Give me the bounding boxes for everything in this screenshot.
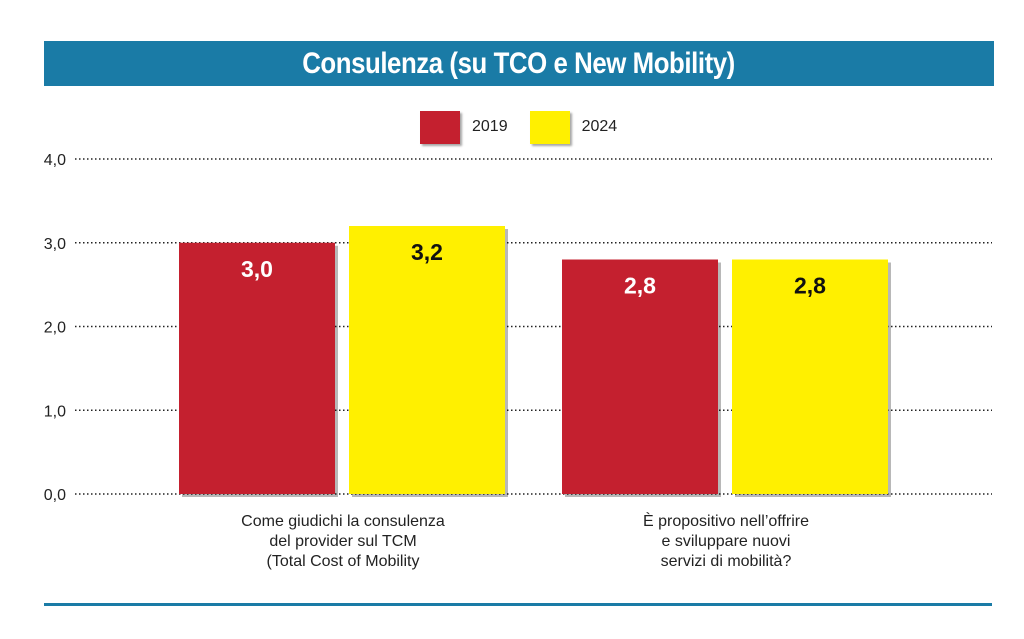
y-tick-label: 4,0 [44, 152, 66, 169]
data-label: 2,8 [794, 273, 826, 299]
legend-label-2024: 2024 [581, 118, 618, 135]
data-label: 3,2 [411, 239, 443, 265]
legend-swatch-2024 [529, 110, 570, 144]
legend-swatch-2019 [420, 110, 460, 144]
bar-2019 [562, 259, 718, 494]
y-tick-label: 3,0 [44, 236, 66, 253]
legend-item-2019: 2019 [420, 110, 508, 144]
category-label: del provider sul TCM [269, 533, 416, 550]
category-label: e sviluppare nuovi [662, 533, 791, 550]
y-tick-label: 2,0 [44, 320, 66, 337]
legend: 2019 2024 [420, 110, 639, 144]
title-banner: Consulenza (su TCO e New Mobility) [44, 41, 994, 86]
bar-2024 [349, 226, 505, 494]
bar-2019 [179, 242, 335, 494]
legend-label-2019: 2019 [472, 118, 508, 135]
data-label: 2,8 [624, 273, 656, 299]
y-tick-label: 1,0 [44, 403, 66, 420]
bottom-rule [44, 603, 992, 606]
bar-2024 [732, 259, 888, 494]
category-label: Come giudichi la consulenza [241, 513, 445, 530]
category-label: servizi di mobilità? [661, 553, 792, 570]
category-label: È propositivo nell’offrire [643, 511, 809, 530]
legend-item-2024: 2024 [529, 110, 618, 144]
chart-title: Consulenza (su TCO e New Mobility) [302, 46, 736, 80]
data-label: 3,0 [241, 256, 273, 282]
y-tick-label: 0,0 [44, 487, 66, 504]
category-label: (Total Cost of Mobility [267, 553, 420, 570]
